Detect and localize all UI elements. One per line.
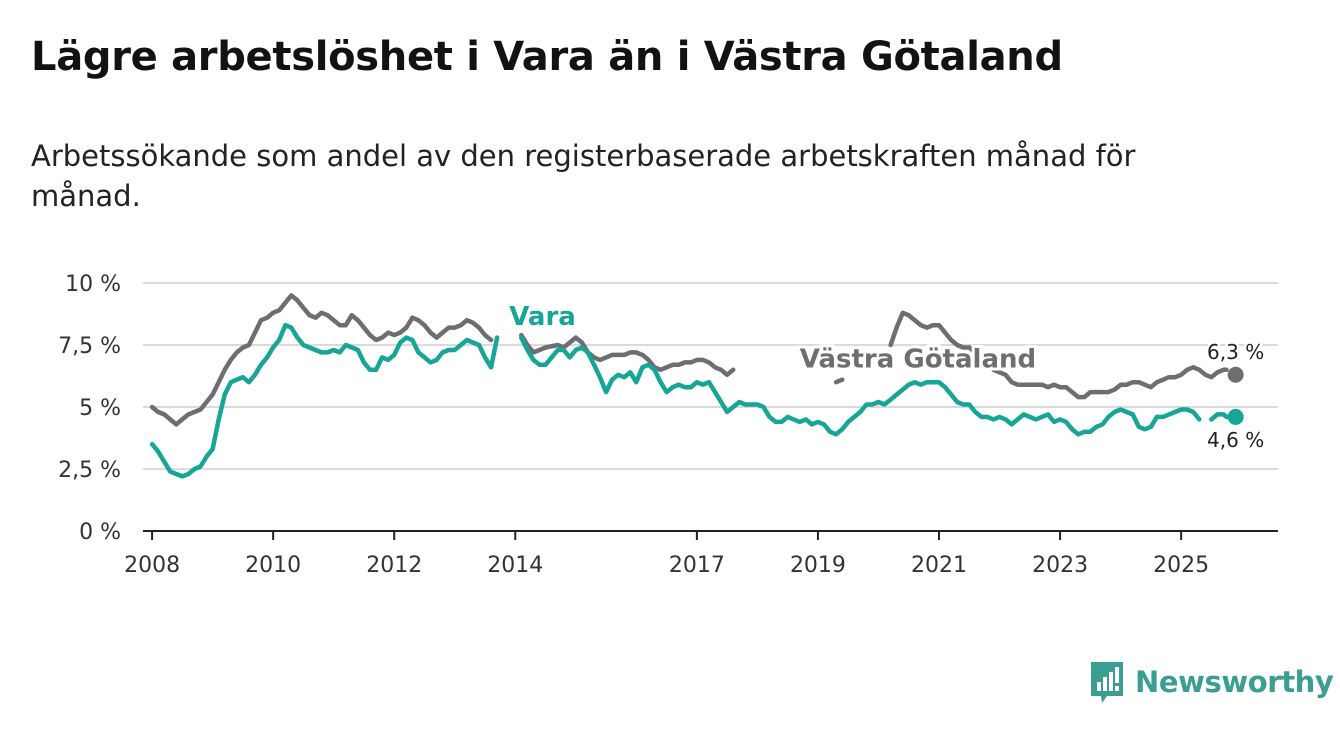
newsworthy-logo-icon xyxy=(1091,662,1123,703)
end-markers: 6,3 % 4,6 % xyxy=(1205,337,1267,454)
x-tick-label: 2008 xyxy=(124,553,180,578)
x-tick-label: 2025 xyxy=(1153,553,1209,578)
y-tick-label: 2,5 % xyxy=(58,458,121,483)
newsworthy-logo[interactable]: Newsworthy xyxy=(1089,660,1334,704)
x-tick-label: 2023 xyxy=(1032,553,1088,578)
chart-subtitle: Arbetssökande som andel av den registerb… xyxy=(31,139,1136,213)
x-axis-tick-labels: 2008 2010 2012 2014 2017 2019 2021 2023 2025 xyxy=(124,553,1209,578)
x-tick-label: 2010 xyxy=(245,553,301,578)
y-tick-label: 5 % xyxy=(79,396,121,421)
newsworthy-logo-text: Newsworthy xyxy=(1135,665,1334,699)
series-annotations: Vara Västra Götaland xyxy=(506,299,1039,377)
x-tick-label: 2017 xyxy=(669,553,725,578)
end-value-label: 4,6 % xyxy=(1207,428,1264,452)
x-tick-label: 2014 xyxy=(487,553,543,578)
y-tick-label: 7,5 % xyxy=(58,334,121,359)
series-lines xyxy=(149,295,1238,479)
end-point-marker xyxy=(1227,408,1244,425)
series-annotation: Vara xyxy=(509,302,576,332)
y-tick-label: 10 % xyxy=(65,272,121,297)
series-annotation: Västra Götaland xyxy=(800,344,1036,374)
x-tick-label: 2019 xyxy=(790,553,846,578)
x-tick-label: 2021 xyxy=(911,553,967,578)
end-value-label: 6,3 % xyxy=(1207,340,1264,364)
y-tick-label: 0 % xyxy=(79,520,121,545)
end-point-marker xyxy=(1227,366,1244,383)
series-line-vara xyxy=(149,322,1238,479)
gridlines xyxy=(143,282,1278,470)
chart-title: Lägre arbetslöshet i Vara än i Västra Gö… xyxy=(31,34,1063,80)
series-line-v-stra-g-taland xyxy=(152,295,1236,424)
y-axis-tick-labels: 0 % 2,5 % 5 % 7,5 % 10 % xyxy=(58,272,121,545)
x-tick-label: 2012 xyxy=(366,553,422,578)
x-axis xyxy=(143,530,1278,540)
